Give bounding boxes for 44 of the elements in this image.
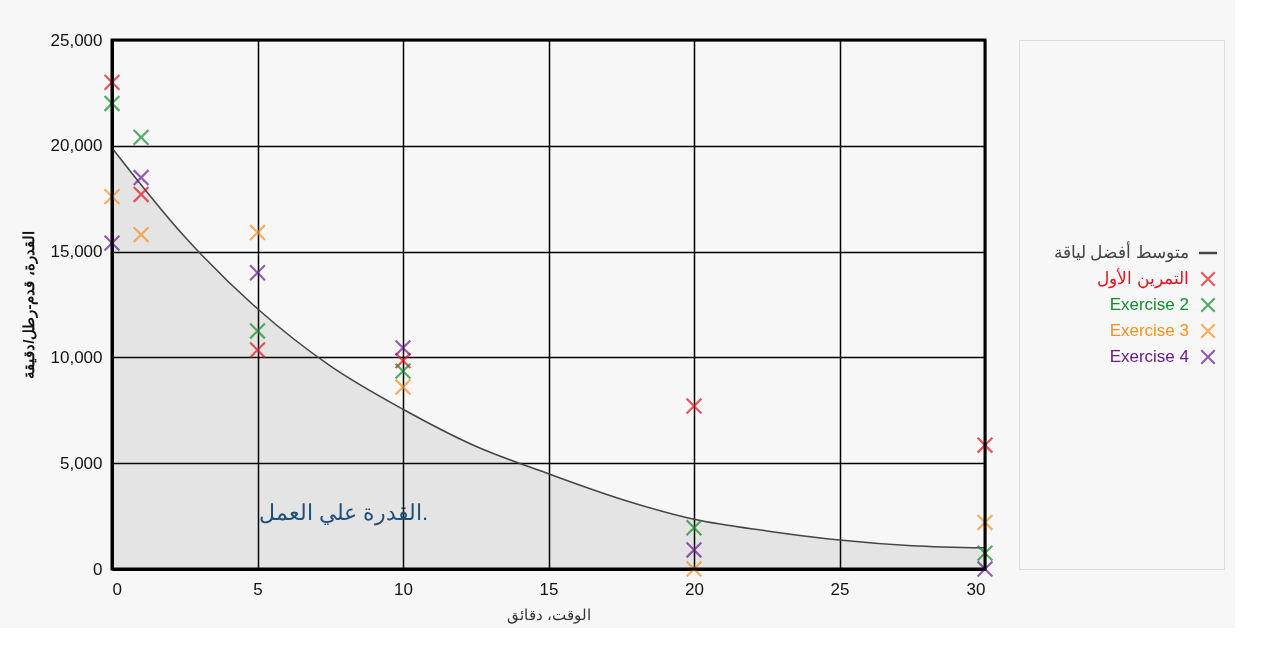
point	[132, 226, 150, 244]
x-tick-label: 20	[685, 579, 704, 599]
point	[976, 560, 994, 578]
point	[394, 378, 412, 396]
point	[394, 362, 412, 380]
point	[103, 188, 121, 206]
x-tick-label: 15	[539, 579, 559, 599]
point	[685, 519, 703, 537]
point	[103, 94, 121, 112]
point	[248, 322, 267, 340]
y-tick-label: 5,000	[59, 453, 103, 473]
legend-label: التمرين الأول	[1097, 268, 1189, 289]
legend-label: Exercise 3	[1109, 321, 1189, 340]
point	[132, 185, 150, 203]
legend-label: Exercise 4	[1109, 347, 1189, 366]
x-tick-label: 5	[253, 579, 263, 599]
point	[976, 513, 994, 531]
point	[132, 169, 150, 187]
y-tick-label: 0	[93, 559, 103, 579]
point	[103, 234, 121, 252]
y-tick-label: 15,000	[50, 242, 103, 262]
x-axis-title: الوقت، دقائق	[506, 605, 592, 624]
legend-label: Exercise 2	[1109, 295, 1189, 314]
point	[685, 560, 703, 578]
x-tick-label: 30	[966, 579, 986, 599]
point	[103, 73, 121, 91]
point	[685, 541, 703, 559]
legend-label: متوسط أفضل لياقة	[1053, 241, 1189, 263]
y-tick-label: 25,000	[50, 30, 103, 50]
point	[132, 128, 150, 146]
point	[248, 264, 267, 282]
point	[248, 224, 267, 242]
point	[976, 436, 994, 454]
x-tick-label: 0	[112, 579, 122, 599]
point	[685, 397, 703, 415]
x-tick-label: 25	[830, 579, 850, 599]
y-tick-label: 10,000	[50, 347, 103, 367]
x-tick-label: 10	[394, 579, 413, 599]
point	[394, 352, 412, 370]
y-tick-label: 20,000	[50, 136, 103, 156]
y-axis-title: القدرة، قدم-رطل/دقيقة	[19, 231, 38, 379]
point	[976, 544, 994, 562]
point	[248, 341, 267, 359]
point	[394, 339, 412, 357]
